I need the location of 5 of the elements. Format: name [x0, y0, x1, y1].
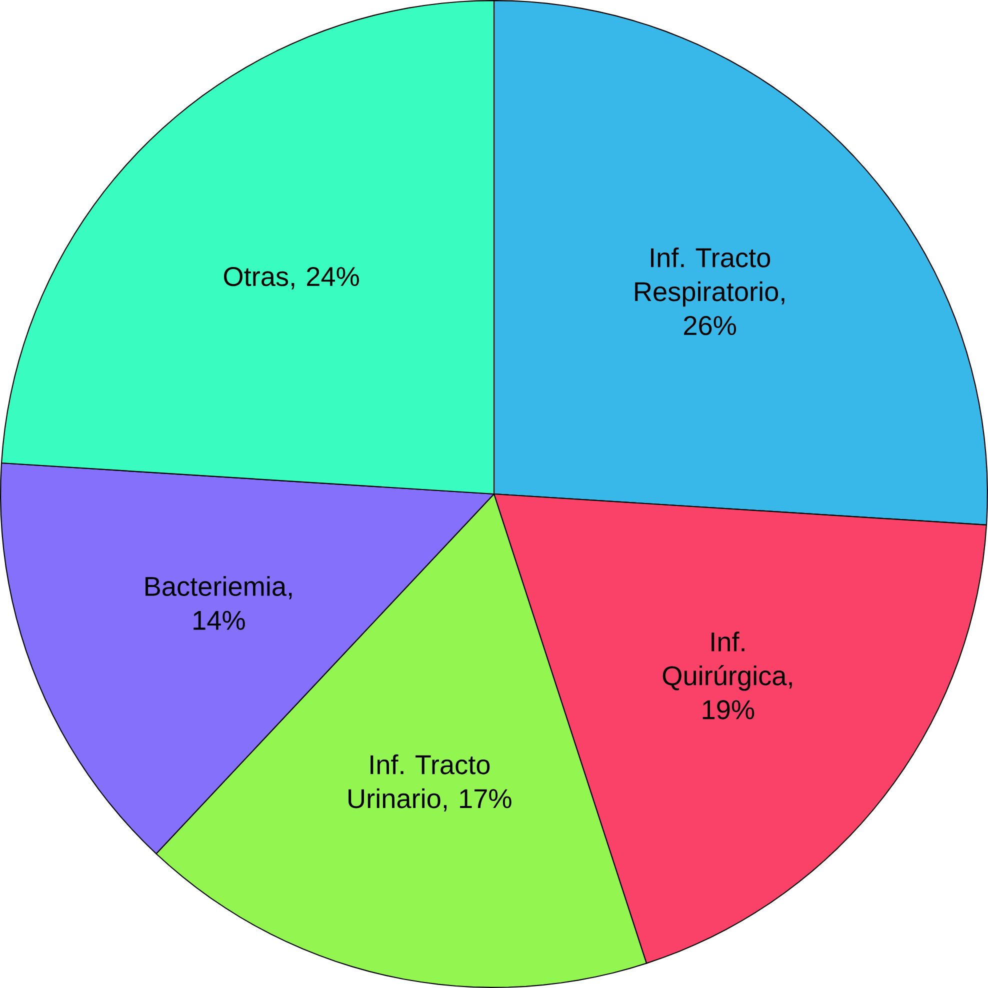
- data-label: Otras, 24%: [224, 266, 359, 290]
- data-label: Inf. Tracto Urinario, 17%: [348, 754, 512, 812]
- data-label: Inf. Quirúrgica, 19%: [662, 632, 792, 720]
- data-label: Inf. Tracto Respiratorio, 26%: [635, 247, 784, 336]
- data-label: Bacteriemia, 14%: [146, 576, 292, 630]
